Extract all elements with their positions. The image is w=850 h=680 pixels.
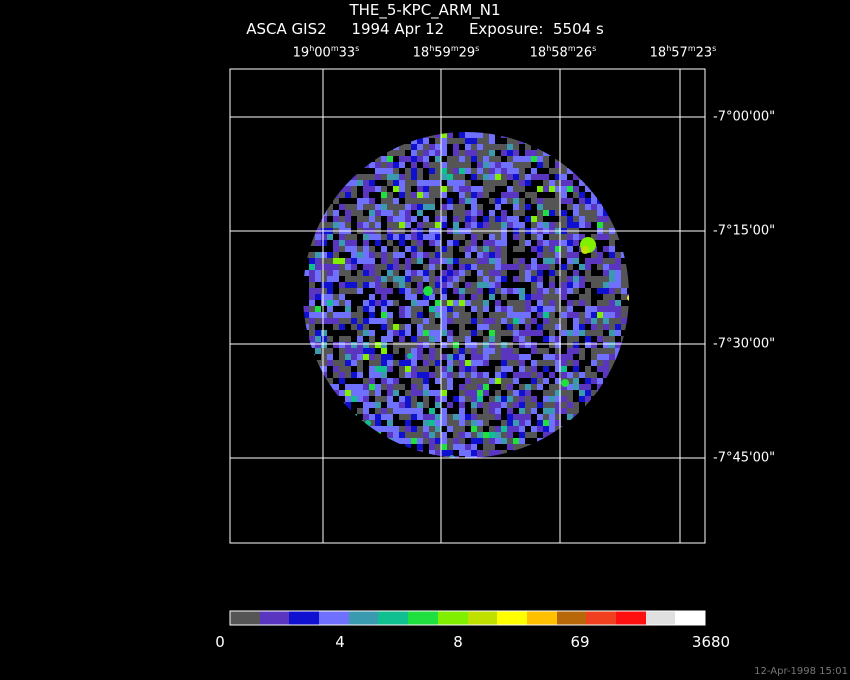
colorbar <box>229 610 706 626</box>
colorbar-swatch <box>586 611 616 625</box>
date-label: 1994 Apr 12 <box>351 20 445 38</box>
exposure-label: Exposure: 5504 s <box>468 20 604 38</box>
timestamp: 12-Apr-1998 15:01 <box>754 666 848 677</box>
colorbar-swatch <box>349 611 378 625</box>
dec-tick-label: -7°00'00" <box>713 109 776 125</box>
bright-spot <box>407 353 413 359</box>
instrument-label: ASCA GIS2 <box>246 20 327 38</box>
colorbar-swatch <box>230 611 260 625</box>
colorbar-swatch <box>468 611 497 625</box>
ra-tick-label: 18h57m23s <box>649 44 717 61</box>
plot-frame <box>229 68 706 544</box>
colorbar-swatch <box>289 611 319 625</box>
bright-spot <box>581 246 589 254</box>
bright-spot <box>627 295 629 301</box>
bright-spot <box>365 420 371 426</box>
x-ray-count-map <box>303 132 629 458</box>
colorbar-swatch <box>497 611 527 625</box>
colorbar-label: 69 <box>570 633 590 651</box>
coordinate-grid <box>229 68 706 544</box>
colorbar-frame <box>229 610 706 626</box>
observation-info: ASCA GIS2 1994 Apr 12 Exposure: 5504 s <box>0 20 850 38</box>
bright-spot <box>423 286 433 296</box>
ra-tick-label: 18h58m26s <box>529 44 597 61</box>
colorbar-swatch <box>527 611 557 625</box>
colorbar-swatch <box>616 611 646 625</box>
dec-tick-label: -7°15'00" <box>713 223 776 239</box>
bright-spot <box>561 379 569 387</box>
colorbar-swatch <box>557 611 586 625</box>
colorbar-label: 0 <box>215 633 225 651</box>
colorbar-swatch <box>319 611 349 625</box>
colorbar-swatch <box>438 611 468 625</box>
dec-tick-label: -7°45'00" <box>713 450 776 466</box>
colorbar-label: 4 <box>335 633 345 651</box>
ra-tick-label: 19h00m33s <box>292 44 360 61</box>
bright-spot <box>449 455 455 458</box>
colorbar-swatch <box>408 611 438 625</box>
colorbar-swatch <box>378 611 408 625</box>
dec-tick-label: -7°30'00" <box>713 336 776 352</box>
ra-tick-label: 18h59m29s <box>412 44 480 61</box>
colorbar-swatch <box>260 611 289 625</box>
image-title: THE_5-KPC_ARM_N1 <box>349 1 501 19</box>
colorbar-label: 3680 <box>691 633 731 651</box>
colorbar-swatch <box>646 611 675 625</box>
colorbar-label: 8 <box>453 633 463 651</box>
colorbar-swatch <box>675 611 705 625</box>
